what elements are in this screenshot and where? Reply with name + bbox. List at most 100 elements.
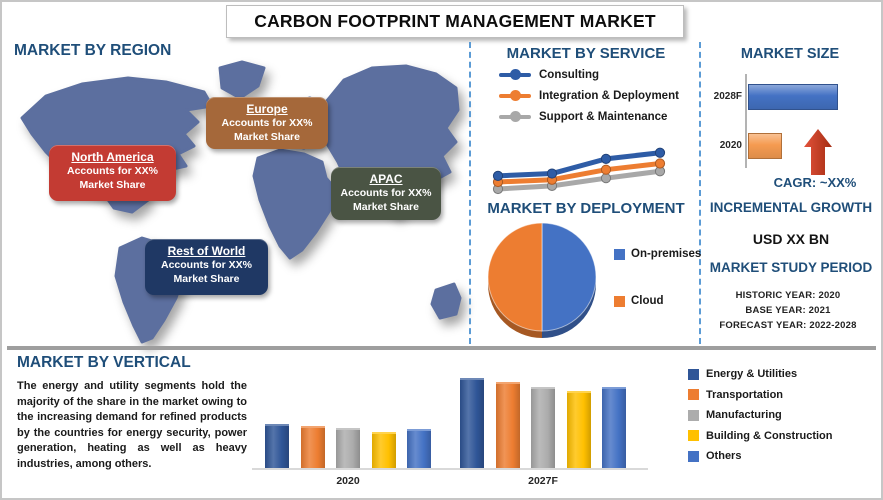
- legend-label: Cloud: [631, 295, 664, 307]
- data-point-integration-deployment: [654, 158, 666, 169]
- service-legend: Consulting Integration & Deployment Supp…: [499, 67, 679, 130]
- growth-arrow-icon: [804, 129, 832, 175]
- callout-title: Rest of World: [167, 244, 246, 258]
- legend-label: Consulting: [539, 68, 600, 81]
- region-heading: MARKET BY REGION: [14, 42, 172, 59]
- legend-item-consulting: Consulting: [499, 67, 679, 82]
- callout-line: Accounts for XX%: [221, 117, 313, 129]
- line-marker-icon: [499, 111, 531, 122]
- data-point-consulting: [600, 153, 612, 164]
- data-point-integration-deployment: [600, 164, 612, 175]
- bar-transportation-2020: [300, 426, 325, 468]
- incremental-growth-value: USD XX BN: [752, 231, 830, 247]
- legend-item-integration-deployment: Integration & Deployment: [499, 88, 679, 103]
- legend-label: On-premises: [631, 248, 702, 260]
- legend-label: Support & Maintenance: [539, 110, 668, 123]
- study-period-heading: MARKET STUDY PERIOD: [709, 260, 873, 275]
- series-line-consulting: [495, 150, 663, 179]
- pie-slice-on-premises: [541, 222, 597, 332]
- callout-rest-of-world: Rest of World Accounts for XX% Market Sh…: [145, 239, 268, 295]
- bar-building-construction-2020: [371, 432, 396, 468]
- series-line-integration-deployment: [495, 161, 663, 185]
- x-axis-label-2020: 2020: [336, 475, 360, 487]
- swatch-icon: [688, 409, 699, 421]
- deployment-pie-chart: [487, 222, 597, 338]
- legend-item-manufacturing: Manufacturing: [688, 409, 832, 421]
- service-line-chart: [492, 147, 666, 195]
- callout-line: Market Share: [79, 178, 146, 191]
- cagr-label: CAGR: ~XX%: [773, 175, 857, 190]
- swatch-icon: [688, 368, 699, 380]
- legend-item-on-premises: On-premises: [614, 248, 701, 260]
- callout-line: Accounts for XX%: [66, 165, 158, 177]
- callout-title: North America: [71, 150, 154, 164]
- bar-energy-utilities-2027f: [460, 378, 484, 468]
- callout-line: Market Share: [173, 272, 240, 285]
- vertical-divider: [699, 42, 701, 344]
- bar-manufacturing-2020: [336, 428, 360, 468]
- legend-item-building-construction: Building & Construction: [688, 430, 832, 442]
- title-banner: CARBON FOOTPRINT MANAGEMENT MARKET: [226, 5, 684, 38]
- vertical-paragraph: The energy and utility segments hold the…: [17, 380, 247, 471]
- bar-group-2020: [265, 373, 431, 468]
- bar-manufacturing-2027f: [531, 387, 555, 468]
- swatch-icon: [614, 248, 625, 260]
- callout-apac: APAC Accounts for XX% Market Share: [331, 167, 441, 220]
- callout-north-america: North America Accounts for XX% Market Sh…: [49, 145, 176, 201]
- legend-label: Building & Construction: [706, 429, 833, 442]
- dot-icon: [510, 69, 521, 80]
- incremental-growth-heading: INCREMENTAL GROWTH: [709, 200, 873, 215]
- bar-chart-axis: [252, 468, 648, 470]
- study-row-base: BASE YEAR: 2021: [745, 305, 831, 316]
- legend-item-energy-utilities: Energy & Utilities: [688, 368, 832, 380]
- service-heading: MARKET BY SERVICE: [506, 45, 666, 62]
- study-row-historic: HISTORIC YEAR: 2020: [735, 290, 841, 301]
- swatch-icon: [688, 450, 699, 462]
- pie-slice-cloud: [487, 222, 543, 332]
- swatch-icon: [688, 430, 699, 441]
- data-point-consulting: [492, 170, 504, 181]
- vertical-heading: MARKET BY VERTICAL: [17, 354, 191, 371]
- legend-label: Manufacturing: [706, 409, 782, 421]
- line-marker-icon: [499, 90, 531, 101]
- bar-group-2027f: [460, 373, 626, 468]
- series-line-support-maintenance: [495, 168, 663, 192]
- callout-line: Market Share: [234, 130, 300, 143]
- dot-icon: [510, 90, 521, 101]
- callout-europe: Europe Accounts for XX% Market Share: [206, 97, 328, 149]
- bar-transportation-2027f: [495, 382, 520, 468]
- swatch-icon: [688, 389, 699, 400]
- page-title: CARBON FOOTPRINT MANAGEMENT MARKET: [254, 11, 656, 31]
- vertical-divider: [469, 42, 471, 344]
- swatch-icon: [614, 295, 625, 307]
- continent-greenland: [218, 60, 266, 100]
- callout-line: Accounts for XX%: [340, 187, 432, 199]
- bar-axis: [745, 74, 747, 168]
- legend-label: Transportation: [706, 388, 784, 401]
- horizontal-divider: [7, 346, 876, 350]
- continent-africa: [252, 148, 340, 260]
- legend-label: Others: [706, 450, 742, 462]
- study-row-forecast: FORECAST YEAR: 2022-2028: [719, 320, 857, 331]
- deployment-heading: MARKET BY DEPLOYMENT: [487, 200, 685, 217]
- legend-item-transportation: Transportation: [688, 389, 832, 401]
- data-point-support-maintenance: [600, 173, 612, 184]
- callout-title: APAC: [369, 172, 403, 186]
- dot-icon: [510, 111, 521, 122]
- bar-label-2020: 2020: [719, 140, 742, 151]
- bar-building-construction-2027f: [566, 391, 591, 468]
- bar-2020: [748, 133, 782, 159]
- legend-label: Energy & Utilities: [706, 368, 798, 380]
- bar-energy-utilities-2020: [265, 424, 289, 468]
- bar-label-2028f: 2028F: [713, 91, 742, 102]
- legend-label: Integration & Deployment: [539, 89, 679, 102]
- callout-title: Europe: [246, 102, 288, 116]
- continent-australia: [430, 282, 462, 320]
- legend-item-support-maintenance: Support & Maintenance: [499, 109, 679, 124]
- callout-line: Accounts for XX%: [160, 259, 252, 271]
- line-marker-icon: [499, 69, 531, 80]
- data-point-consulting: [654, 147, 666, 158]
- legend-item-cloud: Cloud: [614, 295, 664, 307]
- bar-others-2020: [407, 429, 431, 468]
